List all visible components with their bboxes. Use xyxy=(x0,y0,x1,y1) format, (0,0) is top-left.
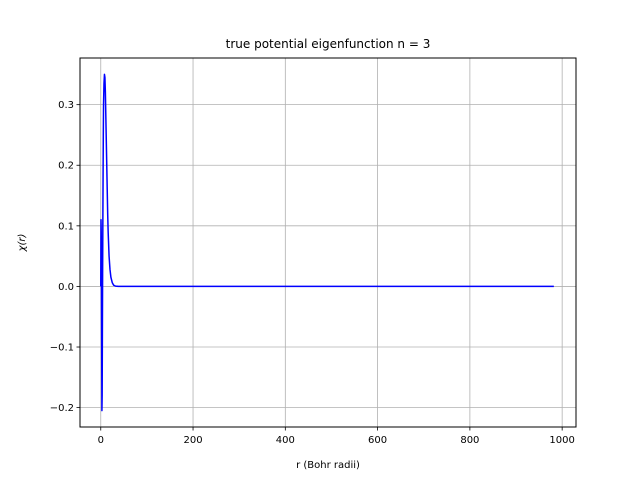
y-tick-label: 0.0 xyxy=(58,282,74,293)
y-tick-label: −0.2 xyxy=(50,403,74,414)
y-tick-label: 0.2 xyxy=(58,161,74,172)
plot-frame xyxy=(79,57,577,428)
x-tick-label: 200 xyxy=(183,435,202,446)
chart-title: true potential eigenfunction n = 3 xyxy=(226,37,431,51)
series-line xyxy=(100,73,554,412)
x-axis-title: r (Bohr radii) xyxy=(296,460,360,471)
x-tick-label: 0 xyxy=(98,435,104,446)
x-tick-label: 600 xyxy=(368,435,387,446)
y-tick-label: −0.1 xyxy=(50,343,74,354)
x-tick-label: 400 xyxy=(276,435,295,446)
x-tick-label: 800 xyxy=(460,435,479,446)
y-tick-label: 0.1 xyxy=(58,221,74,232)
ticks: 0 200 400 600 800 1000 −0.2 −0.1 0.0 0.1 0.2 0.3 xyxy=(50,100,575,446)
y-axis-title: χ(r) xyxy=(17,234,28,253)
x-tick-label: 1000 xyxy=(549,435,574,446)
series-layer xyxy=(100,73,554,412)
y-tick-label: 0.3 xyxy=(58,100,74,111)
